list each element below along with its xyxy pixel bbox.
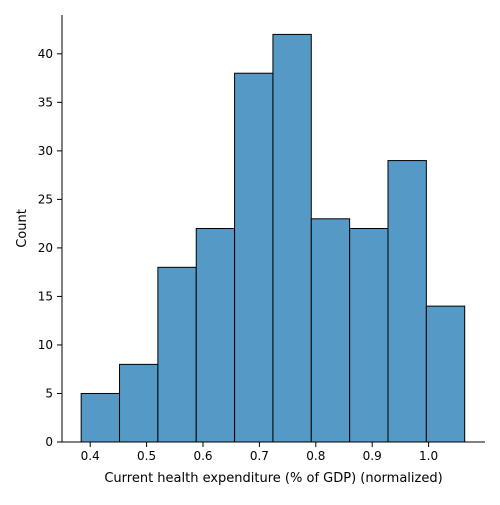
y-tick-label: 10 (38, 338, 53, 352)
x-tick-label: 0.8 (306, 449, 325, 463)
y-tick-label: 15 (38, 289, 53, 303)
histogram-bar-4 (234, 72, 274, 443)
y-tick-label: 30 (38, 144, 53, 158)
histogram-bar-8 (387, 160, 427, 443)
y-tick-label: 20 (38, 241, 53, 255)
histogram-bar-9 (425, 305, 466, 443)
y-tick-label: 40 (38, 47, 53, 61)
y-tick-label: 25 (38, 192, 53, 206)
x-tick-label: 0.4 (81, 449, 100, 463)
histogram-bar-5 (272, 33, 312, 443)
y-axis-ticks: 0 5 10 15 20 25 30 35 40 (38, 47, 62, 449)
histogram-bar-1 (119, 363, 159, 443)
histogram-bar-6 (310, 218, 351, 443)
x-tick-label: 0.5 (137, 449, 156, 463)
x-tick-label: 0.6 (193, 449, 212, 463)
histogram-bar-7 (349, 228, 389, 443)
y-axis-label: Count (15, 209, 30, 248)
x-axis-ticks: 0.4 0.5 0.6 0.7 0.8 0.9 1.0 (81, 442, 438, 463)
y-tick-label: 0 (45, 435, 53, 449)
histogram-bar-0 (80, 392, 121, 443)
bars-group (80, 33, 466, 443)
x-tick-label: 0.9 (363, 449, 382, 463)
histogram-bar-3 (195, 228, 236, 443)
x-tick-label: 1.0 (419, 449, 438, 463)
y-tick-label: 5 (45, 386, 53, 400)
y-tick-label: 35 (38, 95, 53, 109)
histogram-bar-2 (157, 266, 197, 443)
x-axis-label: Current health expenditure (% of GDP) (n… (104, 471, 442, 486)
x-tick-label: 0.7 (250, 449, 269, 463)
